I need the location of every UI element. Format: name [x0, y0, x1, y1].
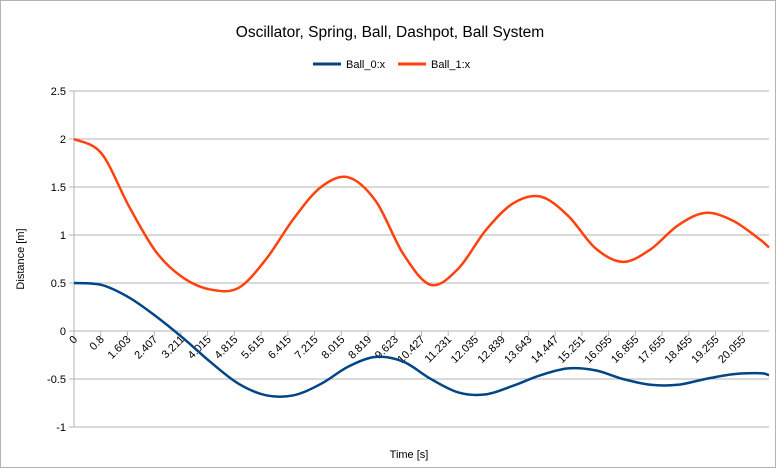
y-tick-label: 1	[60, 230, 66, 242]
y-tick-label: 2.5	[51, 86, 66, 98]
series-line-0	[73, 281, 770, 398]
y-tick-label: -1	[56, 422, 66, 434]
x-axis-title: Time [s]	[390, 449, 429, 461]
series-lines	[73, 137, 770, 398]
legend: Ball_0:x Ball_1:x	[313, 59, 471, 71]
legend-label-1: Ball_1:x	[431, 59, 471, 71]
legend-label-0: Ball_0:x	[346, 59, 386, 71]
y-tick-label: -0.5	[47, 374, 66, 386]
gridlines	[69, 90, 769, 428]
series-line-1	[73, 137, 770, 293]
chart-title: Oscillator, Spring, Ball, Dashpot, Ball …	[236, 24, 544, 41]
y-tick-label: 0	[60, 326, 66, 338]
y-tick-label: 0.5	[51, 278, 66, 290]
y-axis-ticks: -1 -0.5 0 0.5 1 1.5 2 2.5	[47, 86, 66, 434]
y-axis-title: Distance [m]	[15, 228, 27, 289]
y-tick-label: 1.5	[51, 182, 66, 194]
y-tick-label: 2	[60, 134, 66, 146]
